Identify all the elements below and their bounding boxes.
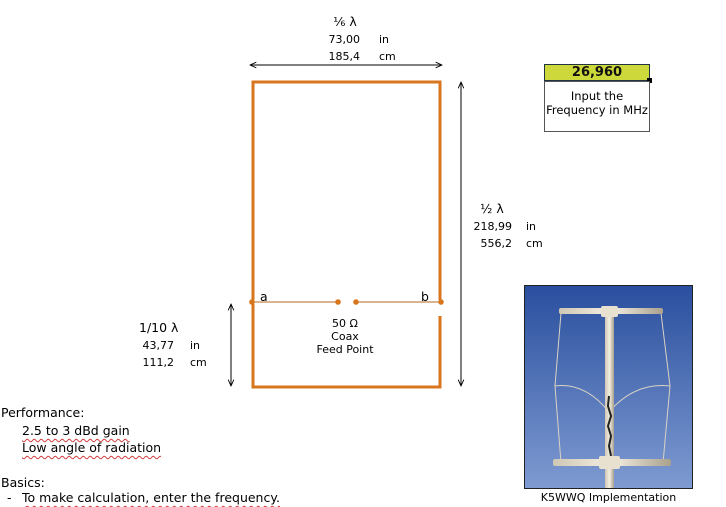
feed-point-left xyxy=(335,299,341,305)
performance-item-gain: 2.5 to 3 dBd gain xyxy=(22,423,130,438)
right-dimension-in-value: 218,99 xyxy=(473,220,513,233)
feed-impedance: 50 Ω xyxy=(332,317,358,330)
performance-item-angle: Low angle of radiation xyxy=(22,440,162,455)
frequency-note-text: Input the Frequency in MHz xyxy=(546,89,648,117)
right-dimension-fraction: ½ λ xyxy=(480,201,504,216)
top-dimension-cm-unit: cm xyxy=(379,50,396,63)
top-dimension-in-value: 73,00 xyxy=(328,33,361,46)
feed-point-b xyxy=(438,299,444,305)
antenna-loop xyxy=(251,80,442,389)
right-dimension-cm-unit: cm xyxy=(526,237,543,250)
feed-label-b: b xyxy=(421,289,429,304)
performance-heading: Performance: xyxy=(1,405,85,420)
photo-caption: K5WWQ Implementation xyxy=(540,491,677,504)
cell-fill-handle[interactable] xyxy=(647,78,652,83)
basics-heading: Basics: xyxy=(1,475,45,490)
feed-point-right xyxy=(353,299,359,305)
frequency-note: Input the Frequency in MHz xyxy=(544,81,650,132)
basics-bullet: - xyxy=(7,490,12,505)
left-dimension-in-unit: in xyxy=(190,339,201,352)
right-dimension-in-unit: in xyxy=(526,220,537,233)
basics-item: To make calculation, enter the frequency… xyxy=(22,490,280,505)
feed-coax: Coax xyxy=(331,330,359,343)
top-dimension-fraction: ⅙ λ xyxy=(333,14,357,29)
frequency-input[interactable] xyxy=(544,64,650,81)
left-dimension-cm-value: 111,2 xyxy=(142,356,175,369)
top-dimension-in-unit: in xyxy=(379,33,390,46)
feed-label-a: a xyxy=(260,289,268,304)
right-dimension-cm-value: 556,2 xyxy=(480,237,513,250)
k5wwq-photo xyxy=(524,285,693,489)
left-dimension-fraction: 1/10 λ xyxy=(139,320,179,335)
antenna-photo-image xyxy=(525,286,692,488)
feed-point-a xyxy=(249,299,255,305)
top-dimension-cm-value: 185,4 xyxy=(328,50,361,63)
left-dimension-cm-unit: cm xyxy=(190,356,207,369)
left-dimension-in-value: 43,77 xyxy=(142,339,175,352)
feed-point-label: Feed Point xyxy=(316,343,374,356)
